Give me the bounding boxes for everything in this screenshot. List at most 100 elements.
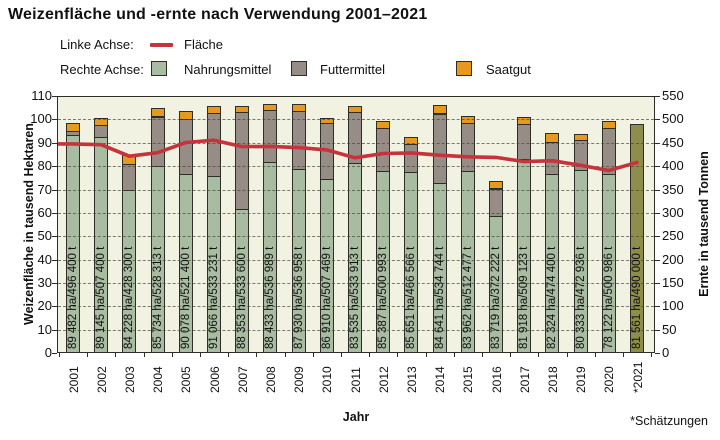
right-axis-tick: [655, 166, 660, 168]
bar-2017-saatgut: [517, 117, 532, 125]
x-axis-tick: [199, 353, 201, 357]
legend-label-flaeche: Fläche: [184, 37, 224, 52]
left-axis-tick: [52, 236, 57, 238]
x-axis-title: Jahr: [342, 410, 370, 424]
x-tick-label: 2010: [320, 366, 335, 393]
left-axis-tick-label: 0: [44, 345, 52, 360]
x-axis-tick: [397, 353, 399, 357]
bar-2009-saatgut: [291, 104, 306, 112]
bar-value-label: 88 353 ha/533 600 t: [236, 246, 249, 349]
bar-2008-futtermittel: [263, 110, 278, 163]
x-axis-tick: [256, 353, 258, 357]
x-tick-label: *2021: [630, 361, 645, 393]
x-axis-tick: [284, 353, 286, 357]
left-axis-tick: [52, 189, 57, 191]
x-axis-tick: [651, 353, 653, 357]
bar-value-label: 83 962 ha/512 477 t: [461, 246, 474, 349]
chart-title: Weizenfläche und -ernte nach Verwendung …: [8, 6, 428, 23]
left-axis-tick-label: 70: [37, 181, 52, 197]
bar-2004-saatgut: [150, 108, 165, 118]
x-tick-label: 2009: [292, 366, 307, 393]
right-axis-tick-label: 200: [662, 251, 684, 267]
x-axis-tick: [312, 353, 314, 357]
legend-label-nahrungsmittel: Nahrungsmittel: [184, 62, 272, 77]
x-axis-tick: [228, 353, 230, 357]
left-axis-tick-label: 10: [37, 321, 52, 337]
bar-2007-saatgut: [235, 105, 250, 113]
left-axis-tick: [52, 142, 57, 144]
flaeche-line-swatch: [150, 43, 173, 47]
left-axis-tick-label: 80: [37, 158, 52, 174]
x-tick-label: 2014: [433, 366, 448, 393]
right-axis-tick-label: 500: [662, 111, 684, 127]
left-axis-tick: [52, 282, 57, 284]
x-axis-tick: [453, 353, 455, 357]
right-axis-tick: [655, 353, 660, 354]
x-axis-tick: [481, 353, 483, 357]
gridline-40: [58, 259, 654, 261]
bar-2002-futtermittel: [94, 125, 109, 139]
legend-label-futtermittel: Futtermittel: [320, 62, 386, 77]
bar-value-label: 81 561 ha/490 000 t: [631, 246, 643, 349]
bar-2002-saatgut: [94, 117, 109, 127]
right-axis-tick: [655, 329, 660, 331]
bar-2020-saatgut: [601, 120, 616, 130]
gridline-50: [58, 236, 654, 238]
right-axis-tick-label: 300: [662, 204, 684, 220]
bar-2018-futtermittel: [545, 141, 560, 175]
x-tick-label: 2011: [348, 367, 363, 393]
x-tick-label: 2012: [376, 366, 391, 393]
x-tick-label: 2007: [235, 366, 250, 393]
bar-2006-futtermittel: [207, 112, 221, 178]
futtermittel-swatch: [291, 61, 307, 76]
bar-value-label: 81 918 ha/509 123 t: [518, 246, 531, 349]
bar-value-label: 90 078 ha/521 400 t: [179, 246, 192, 349]
bar-value-label: 91 066 ha/533 231 t: [208, 246, 220, 349]
x-tick-label: 2017: [517, 366, 532, 393]
x-axis-tick: [594, 353, 596, 357]
bar-value-label: 83 535 ha/533 913 t: [349, 246, 361, 349]
bar-value-label: 84 641 ha/534 744 t: [433, 246, 446, 349]
bar-value-label: 78 122 ha/500 986 t: [602, 246, 615, 349]
legend-right-axis-prefix: Rechte Achse:: [60, 62, 144, 77]
bar-2019-saatgut: [573, 134, 588, 141]
x-tick-label: 2016: [489, 366, 504, 393]
x-axis-tick: [510, 353, 512, 357]
bar-value-label: 83 719 ha/372 222 t: [490, 246, 502, 349]
bar-2012-saatgut: [376, 120, 391, 129]
right-axis-tick: [655, 142, 660, 144]
footnote: *Schätzungen: [630, 414, 708, 428]
x-axis-tick: [115, 353, 117, 357]
right-axis-tick-label: 150: [662, 274, 684, 290]
right-axis-tick-label: 50: [662, 321, 677, 337]
right-axis-tick-label: 100: [662, 298, 684, 314]
x-tick-label: 2020: [602, 366, 617, 393]
x-axis-tick: [622, 353, 624, 357]
saatgut-swatch: [456, 61, 472, 76]
bar-2001-saatgut: [66, 123, 80, 132]
bar-value-label: 85 651 ha/466 566 t: [405, 246, 418, 349]
legend-left-axis-prefix: Linke Achse:: [60, 37, 134, 52]
x-axis-tick: [143, 353, 145, 357]
bar-value-label: 87 930 ha/536 958 t: [292, 246, 305, 349]
bar-2008-saatgut: [263, 104, 278, 112]
x-axis-tick: [58, 353, 60, 357]
gridline-80: [58, 166, 654, 168]
left-axis-tick-label: 60: [37, 204, 52, 220]
nahrungsmittel-swatch: [151, 61, 167, 76]
bar-2003-saatgut: [122, 154, 137, 166]
x-axis-tick: [566, 353, 568, 357]
x-tick-label: 2004: [151, 366, 166, 393]
x-tick-label: 2015: [461, 366, 476, 393]
legend-label-saatgut: Saatgut: [486, 62, 531, 77]
right-axis-tick: [655, 189, 660, 191]
right-axis-tick: [655, 212, 660, 214]
x-tick-label: 2018: [545, 366, 560, 393]
bar-2010-futtermittel: [319, 123, 334, 180]
x-tick-label: 2019: [574, 366, 589, 393]
bar-value-label: 82 324 ha/474 400 t: [546, 246, 559, 349]
bar-value-label: 89 145 ha/507 400 t: [95, 246, 108, 349]
right-axis-tick-label: 550: [662, 88, 684, 103]
bar-2016-saatgut: [489, 181, 503, 190]
gridline-30: [58, 282, 654, 284]
